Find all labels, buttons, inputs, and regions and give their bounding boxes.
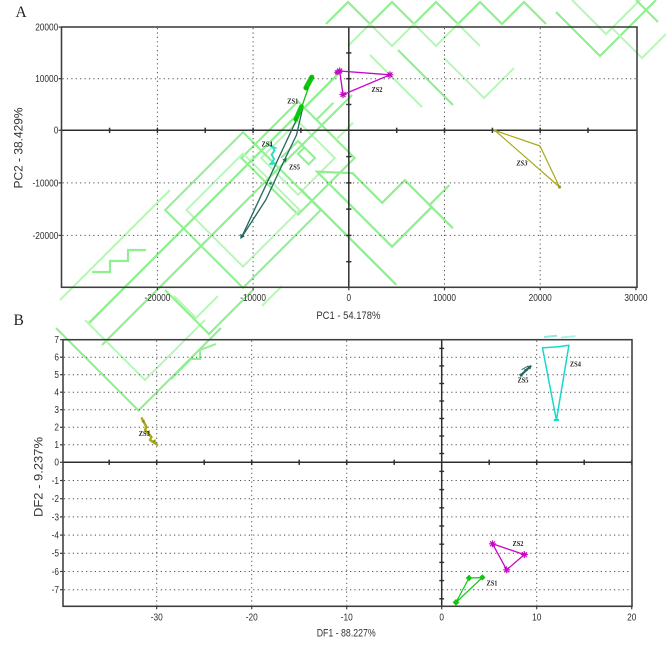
svg-text:ZS3: ZS3: [516, 160, 528, 168]
svg-text:0: 0: [54, 458, 59, 469]
svg-text:6: 6: [54, 353, 59, 364]
svg-text:ZS1: ZS1: [487, 580, 498, 588]
svg-text:7: 7: [54, 335, 59, 346]
svg-text:30000: 30000: [624, 293, 647, 304]
svg-text:PC2 - 38.429%: PC2 - 38.429%: [13, 108, 25, 189]
svg-text:DF2 - 9.237%: DF2 - 9.237%: [34, 437, 46, 517]
svg-text:-20000: -20000: [145, 293, 171, 304]
svg-text:B: B: [14, 312, 24, 329]
svg-text:20000: 20000: [35, 23, 58, 34]
svg-text:ZS2: ZS2: [372, 86, 383, 94]
svg-text:DF1 - 88.227%: DF1 - 88.227%: [317, 628, 376, 640]
svg-text:4: 4: [54, 388, 59, 399]
svg-text:ZS3: ZS3: [139, 430, 150, 438]
svg-text:10000: 10000: [35, 74, 58, 85]
svg-text:20: 20: [627, 613, 637, 624]
svg-text:ZS4: ZS4: [570, 360, 581, 368]
svg-text:-20: -20: [246, 613, 258, 624]
svg-text:-20000: -20000: [33, 231, 59, 242]
svg-text:-10000: -10000: [240, 293, 266, 304]
svg-text:-10: -10: [341, 613, 353, 624]
svg-text:ZS5: ZS5: [518, 376, 529, 384]
svg-text:3: 3: [54, 405, 59, 416]
svg-text:10000: 10000: [433, 293, 456, 304]
svg-text:5: 5: [54, 370, 59, 381]
svg-text:20000: 20000: [529, 293, 552, 304]
svg-text:2: 2: [54, 423, 59, 434]
svg-text:-30: -30: [151, 613, 163, 624]
svg-text:1: 1: [54, 440, 59, 451]
svg-text:0: 0: [439, 613, 444, 624]
svg-text:-10000: -10000: [33, 178, 59, 189]
svg-text:ZS1: ZS1: [287, 97, 298, 105]
svg-text:A: A: [16, 4, 28, 21]
svg-text:-5: -5: [52, 549, 60, 560]
svg-text:10: 10: [532, 613, 542, 624]
svg-text:ZS5: ZS5: [289, 164, 300, 172]
svg-text:PC1 - 54.178%: PC1 - 54.178%: [316, 310, 380, 322]
svg-text:-7: -7: [52, 585, 60, 596]
svg-text:ZS2: ZS2: [513, 540, 524, 548]
svg-text:-2: -2: [52, 494, 60, 505]
svg-text:-3: -3: [52, 512, 60, 523]
svg-text:0: 0: [54, 126, 59, 137]
svg-text:-6: -6: [52, 567, 60, 578]
svg-text:0: 0: [347, 293, 352, 304]
svg-text:ZS4: ZS4: [262, 140, 273, 148]
svg-text:-4: -4: [52, 531, 60, 542]
svg-text:-1: -1: [52, 476, 60, 487]
